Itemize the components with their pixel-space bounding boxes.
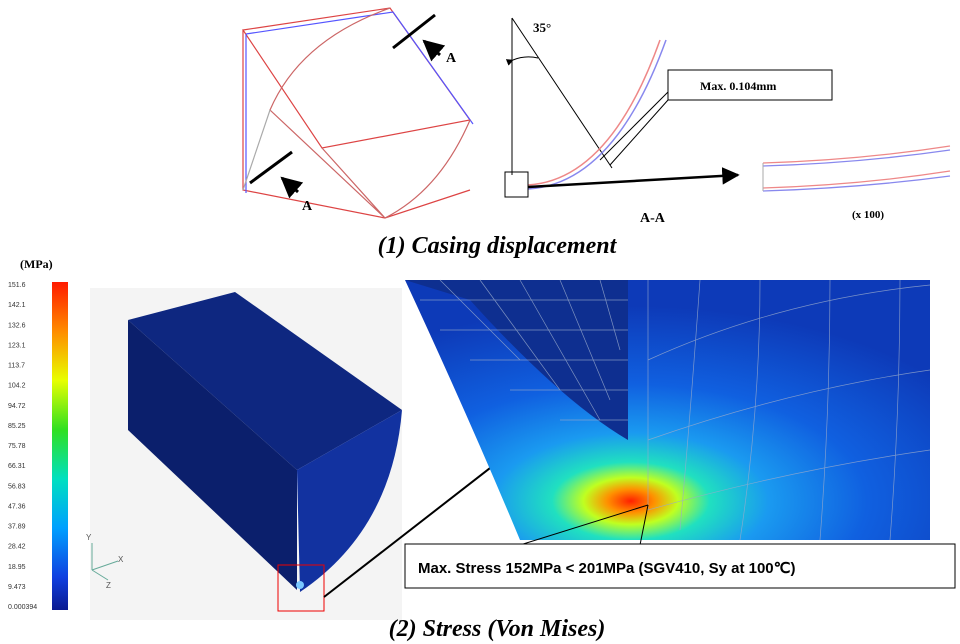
- figure: A A 35° Max. 0.104mm A-A (x 100) (1) Cas…: [0, 0, 960, 644]
- axis-label: Z: [106, 581, 111, 590]
- caption: (2) Stress (Von Mises): [389, 616, 606, 642]
- axis-label: Y: [86, 533, 92, 542]
- callout: Max. Stress 152MPa < 201MPa (SGV410, Sy …: [418, 560, 795, 577]
- colorbar-label: 56.83: [8, 483, 26, 490]
- section-label: A-A: [640, 211, 666, 226]
- colorbar-label: 123.1: [8, 342, 26, 349]
- colorbar-label: 75.78: [8, 443, 26, 450]
- max-label: Max. 0.104mm: [700, 79, 776, 93]
- wireframe: [243, 8, 473, 218]
- colorbar-label: 28.42: [8, 544, 26, 551]
- zoom-view: [405, 280, 930, 540]
- colorbar-label: 132.6: [8, 322, 26, 329]
- colorbar-label: 37.89: [8, 524, 26, 531]
- colorbar-label: 104.2: [8, 383, 26, 390]
- colorbar-label: 142.1: [8, 302, 26, 309]
- colorbar-label: 85.25: [8, 423, 26, 430]
- section-mark: A: [446, 51, 457, 66]
- unit-label: (MPa): [20, 257, 53, 271]
- scale-label: (x 100): [852, 209, 884, 221]
- angle-label: 35°: [533, 20, 551, 35]
- colorbar-label: 151.6: [8, 282, 26, 289]
- colorbar: [52, 282, 68, 610]
- axis-label: X: [118, 555, 124, 564]
- colorbar-label: 0.000394: [8, 604, 37, 611]
- colorbar-label: 94.72: [8, 403, 26, 410]
- colorbar-label: 47.36: [8, 503, 26, 510]
- colorbar-label: 18.95: [8, 564, 26, 571]
- colorbar-label: 66.31: [8, 463, 26, 470]
- colorbar-label: 113.7: [8, 363, 25, 370]
- colorbar-label: 9.473: [8, 584, 26, 591]
- caption: (1) Casing displacement: [378, 233, 618, 259]
- section-mark: A: [302, 199, 313, 214]
